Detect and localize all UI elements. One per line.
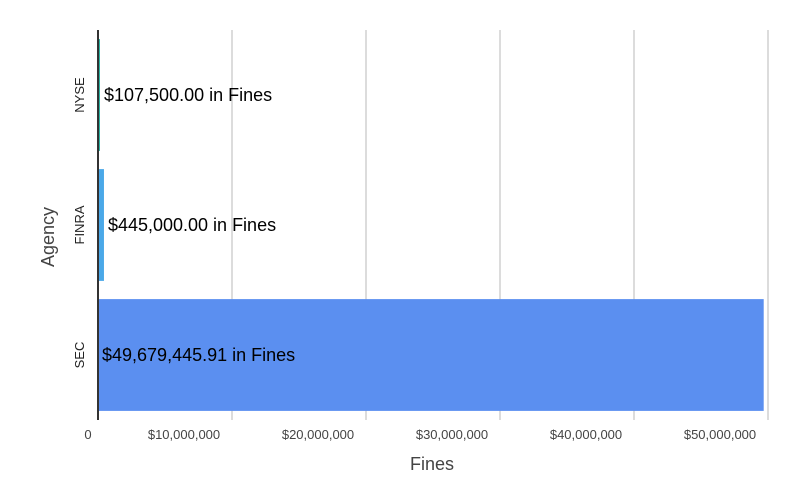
category-label: SEC — [72, 342, 87, 369]
data-label: $445,000.00 in Fines — [108, 215, 276, 235]
x-tick-label: $10,000,000 — [148, 427, 220, 442]
category-labels: NYSE FINRA SEC — [72, 77, 87, 368]
bar-sec — [98, 299, 764, 411]
data-labels: $107,500.00 in Fines $445,000.00 in Fines… — [102, 85, 295, 365]
x-tick-label: $40,000,000 — [550, 427, 622, 442]
x-axis-title: Fines — [410, 454, 454, 474]
x-tick-label: $30,000,000 — [416, 427, 488, 442]
data-label: $107,500.00 in Fines — [104, 85, 272, 105]
x-tick-labels: 0 $10,000,000 $20,000,000 $30,000,000 $40,00… — [84, 427, 756, 442]
bar-finra — [98, 169, 104, 281]
y-axis-title: Agency — [38, 207, 58, 267]
data-label: $49,679,445.91 in Fines — [102, 345, 295, 365]
category-label: NYSE — [72, 77, 87, 113]
x-tick-label: 0 — [84, 427, 91, 442]
x-tick-label: $50,000,000 — [684, 427, 756, 442]
x-tick-label: $20,000,000 — [282, 427, 354, 442]
category-label: FINRA — [72, 205, 87, 244]
